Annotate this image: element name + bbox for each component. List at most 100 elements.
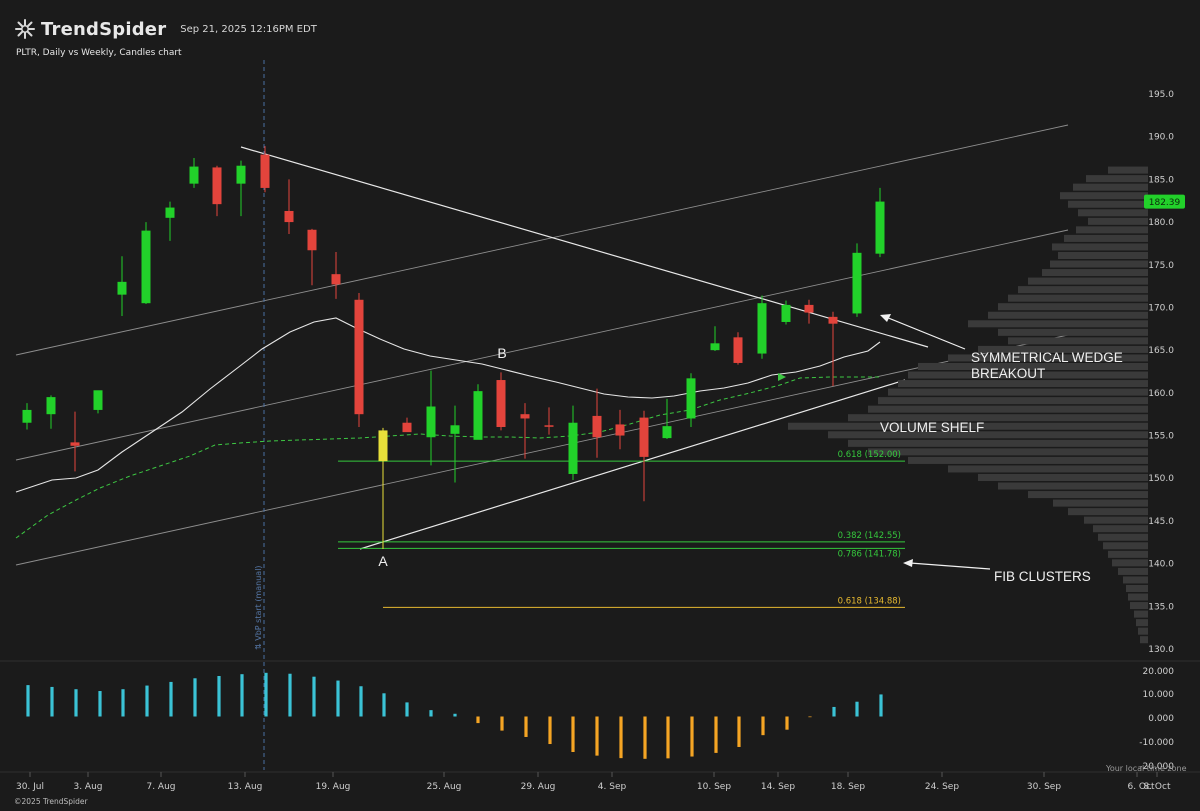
volume-profile-bar (878, 397, 1148, 405)
fib-levels: 0.618 (152.00) 0.382 (142.55) 0.786 (141.7… (338, 450, 905, 608)
volume-profile-bar (1108, 550, 1148, 558)
x-tick-label: 3. Aug (73, 782, 102, 792)
volume-profile-bar (868, 448, 1148, 456)
volume-profile-bar (1123, 576, 1148, 584)
volume-profile (788, 166, 1148, 644)
candle-body (686, 378, 696, 419)
candle-body (165, 207, 175, 218)
fib-level-label: 0.382 (142.55) (838, 531, 901, 541)
y-tick-label: 195.0 (1148, 90, 1174, 100)
last-price-tag (1144, 194, 1185, 209)
channel-line (15, 124, 1069, 356)
y-tick-label: 155.0 (1148, 432, 1174, 442)
candle-body (354, 299, 364, 415)
candle-body (710, 343, 720, 351)
y-tick-label: 175.0 (1148, 261, 1174, 271)
candle-body (544, 425, 554, 427)
volume-profile-bar (988, 311, 1148, 319)
brand-name: TrendSpider (41, 18, 167, 40)
candle-body (331, 274, 341, 285)
candle-body (236, 165, 246, 184)
wedge-breakout-label-2: BREAKOUT (971, 366, 1045, 381)
point-b-label: B (497, 345, 506, 361)
y-tick-label: 140.0 (1148, 560, 1174, 570)
wedge-arrow-head (880, 314, 891, 322)
volume-profile-bar (1018, 286, 1148, 294)
oscillator-histogram (0, 660, 1200, 759)
volume-profile-bar (1042, 269, 1148, 277)
axes: 195.0 190.0 185.0 180.0 175.0 170.0 165.0 160.0… (0, 90, 1200, 792)
x-tick-label: 14. Sep (761, 782, 795, 792)
volume-profile-bar (908, 456, 1148, 464)
candle-body (307, 229, 317, 251)
volume-profile-bar (868, 405, 1148, 413)
x-tick-label: 30. Sep (1027, 782, 1061, 792)
structure-lines: ⇅ VbP start (manual) (15, 60, 1069, 770)
moving-average-slow (15, 376, 880, 539)
wedge-resistance-line (240, 146, 929, 348)
volume-profile-bar (908, 371, 1148, 379)
x-tick-label: 24. Sep (925, 782, 959, 792)
hist-tick-label: 0.000 (1148, 714, 1174, 724)
volume-profile-bar (1134, 610, 1148, 618)
local-time-zone-label: Your local time zone (1106, 764, 1187, 773)
volume-profile-bar (1098, 533, 1148, 541)
y-tick-label: 180.0 (1148, 218, 1174, 228)
volume-profile-bar (1068, 508, 1148, 516)
x-tick-label: 8. Oct (1143, 782, 1170, 792)
wedge-breakout-label: SYMMETRICAL WEDGE (971, 350, 1123, 365)
volume-profile-bar (888, 388, 1148, 396)
wedge-support-line (359, 379, 906, 550)
volume-profile-bar (1136, 619, 1148, 627)
candle-body (426, 406, 436, 438)
volume-profile-bar (918, 362, 1148, 370)
x-tick-label: 18. Sep (831, 782, 865, 792)
fib-arrow-head (903, 559, 913, 567)
fib-level-label: 0.786 (141.78) (838, 549, 901, 559)
x-tick-label: 7. Aug (146, 782, 175, 792)
volume-shelf-label: VOLUME SHELF (880, 420, 984, 435)
volume-profile-bar (1103, 542, 1148, 550)
volume-profile-bar (1126, 584, 1148, 592)
fib-arrow-line (909, 562, 991, 570)
volume-profile-bar (1112, 559, 1148, 567)
ma-arrow-marker (778, 373, 786, 381)
channel-line (15, 334, 1069, 566)
candle-body (70, 442, 80, 446)
wedge-arrow-line (885, 316, 966, 350)
x-tick-label: 6. Oct (1127, 782, 1154, 792)
candle-body (117, 281, 127, 295)
candle-body (260, 154, 270, 188)
volume-profile-bar (1008, 294, 1148, 302)
volume-profile-bar (1076, 226, 1148, 234)
hist-tick-label: -10.000 (1139, 738, 1174, 748)
candle-body (828, 316, 838, 324)
volume-profile-bar (1052, 243, 1148, 251)
candle-body (93, 390, 103, 410)
y-tick-label: 170.0 (1148, 303, 1174, 313)
fib-level-label: 0.618 (134.88) (838, 596, 901, 606)
fib-level-label: 0.618 (152.00) (838, 450, 901, 460)
volume-profile-bar (968, 320, 1148, 328)
candle-body (284, 210, 294, 223)
y-tick-label: 160.0 (1148, 389, 1174, 399)
candle-body (402, 422, 412, 433)
candle-body (781, 304, 791, 322)
x-tick-label: 10. Sep (697, 782, 731, 792)
volume-profile-bar (1138, 627, 1148, 635)
y-tick-label: 150.0 (1148, 474, 1174, 484)
candles (22, 146, 885, 547)
volume-profile-bar (1068, 200, 1148, 208)
x-tick-label: 29. Aug (521, 782, 556, 792)
x-tick-label: 19. Aug (316, 782, 351, 792)
volume-profile-bar (848, 439, 1148, 447)
candle-body (733, 337, 743, 363)
volume-profile-bar (998, 328, 1148, 336)
candle-body (875, 201, 885, 254)
volume-profile-bar (1093, 525, 1148, 533)
y-tick-label: 130.0 (1148, 645, 1174, 655)
volume-profile-bar (1088, 217, 1148, 225)
